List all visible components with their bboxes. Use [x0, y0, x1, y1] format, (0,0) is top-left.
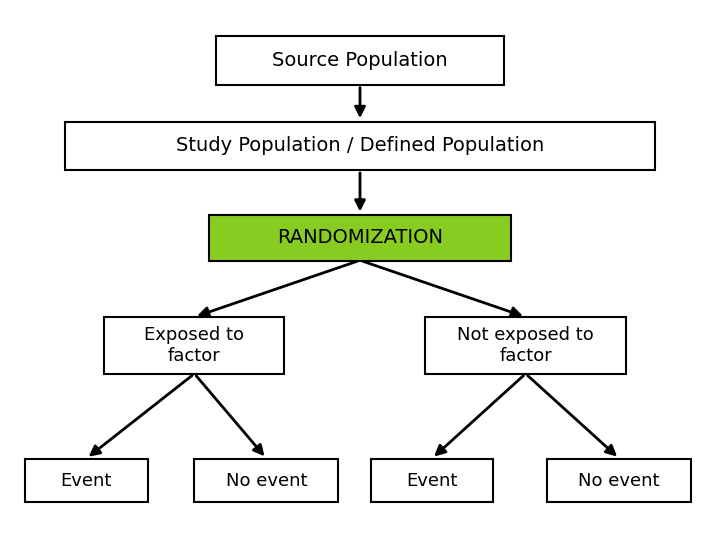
FancyBboxPatch shape — [209, 214, 511, 260]
Text: No event: No event — [225, 471, 307, 490]
FancyBboxPatch shape — [547, 459, 691, 502]
FancyBboxPatch shape — [25, 459, 148, 502]
FancyBboxPatch shape — [65, 122, 655, 170]
FancyBboxPatch shape — [371, 459, 493, 502]
Text: Not exposed to
factor: Not exposed to factor — [457, 326, 594, 365]
FancyBboxPatch shape — [194, 459, 338, 502]
FancyBboxPatch shape — [425, 317, 626, 374]
Text: Exposed to
factor: Exposed to factor — [145, 326, 244, 365]
Text: Event: Event — [406, 471, 458, 490]
FancyBboxPatch shape — [104, 317, 284, 374]
Text: Event: Event — [60, 471, 112, 490]
Text: Source Population: Source Population — [272, 51, 448, 70]
Text: RANDOMIZATION: RANDOMIZATION — [277, 228, 443, 247]
Text: Study Population / Defined Population: Study Population / Defined Population — [176, 136, 544, 156]
Text: No event: No event — [578, 471, 660, 490]
FancyBboxPatch shape — [216, 36, 504, 85]
